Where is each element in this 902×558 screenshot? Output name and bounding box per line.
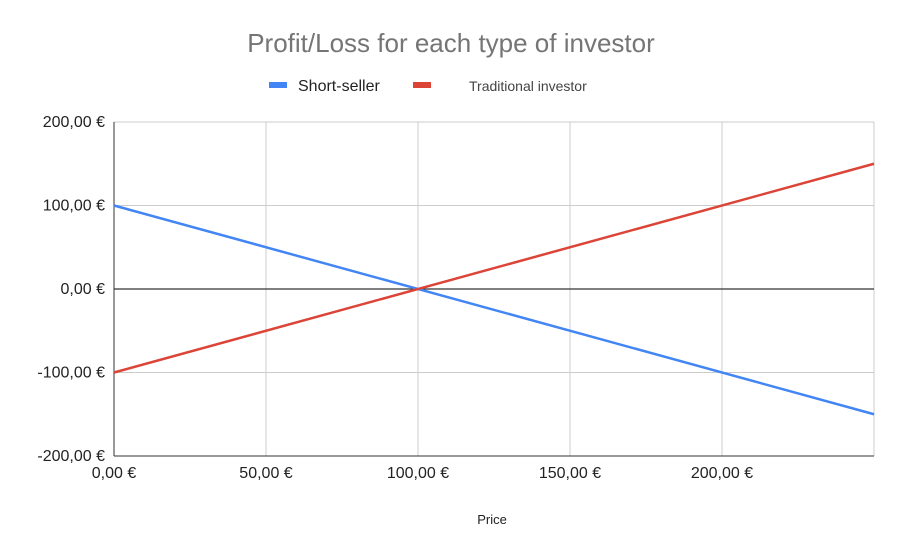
x-tick-label: 200,00 € — [691, 465, 753, 482]
series-line-short-seller[interactable] — [113, 204, 875, 416]
chart-title: Profit/Loss for each type of investor — [247, 28, 655, 58]
legend-label-traditional-investor: Traditional investor — [469, 78, 587, 94]
x-tick-label: 50,00 € — [239, 465, 292, 482]
x-axis-title: Price — [477, 512, 507, 527]
y-tick-label: 100,00 € — [43, 198, 105, 215]
axis-layer — [113, 122, 874, 457]
legend-swatch-traditional-investor — [413, 82, 431, 88]
series-line-traditional-investor[interactable] — [113, 162, 875, 374]
x-tick-label: 150,00 € — [539, 465, 601, 482]
tick-layer: 0,00 € 50,00 € 100,00 € 150,00 € 200,00 € -20… — [37, 114, 753, 482]
y-tick-label: -100,00 € — [37, 365, 105, 382]
y-tick-label: 0,00 € — [61, 281, 106, 298]
legend-label-short-seller: Short-seller — [298, 78, 380, 95]
x-tick-label: 100,00 € — [387, 465, 449, 482]
legend-swatch-short-seller — [269, 82, 287, 88]
y-tick-label: 200,00 € — [43, 114, 105, 131]
legend-item-short-seller[interactable]: Short-seller — [269, 78, 380, 95]
y-tick-label: -200,00 € — [37, 448, 105, 465]
series-layer — [113, 162, 875, 416]
legend: Short-seller Traditional investor — [269, 78, 587, 95]
x-tick-label: 0,00 € — [92, 465, 137, 482]
legend-item-traditional-investor[interactable]: Traditional investor — [413, 78, 587, 94]
